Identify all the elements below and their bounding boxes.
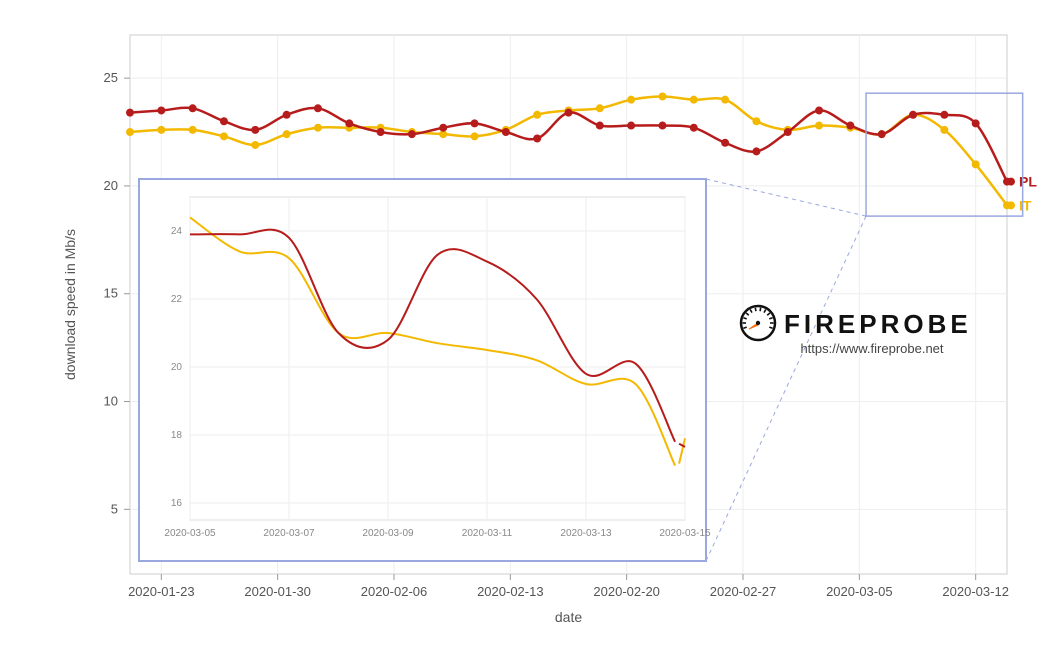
series-point-it <box>690 96 698 104</box>
y-axis-label: download speed in Mb/s <box>62 229 78 380</box>
series-point-pl <box>377 128 385 136</box>
inset-border <box>139 179 706 561</box>
inset-ytick-label: 22 <box>171 294 183 305</box>
inset-ytick-label: 24 <box>171 226 183 237</box>
inset-xtick-label: 2020-03-07 <box>263 528 315 539</box>
series-point-pl <box>126 109 134 117</box>
series-point-it <box>471 132 479 140</box>
series-point-it <box>658 92 666 100</box>
series-point-pl <box>690 124 698 132</box>
xtick-label: 2020-01-23 <box>128 584 195 599</box>
series-point-pl <box>157 106 165 114</box>
series-point-pl <box>220 117 228 125</box>
series-point-it <box>627 96 635 104</box>
ytick-label: 5 <box>111 501 118 516</box>
xtick-label: 2020-02-13 <box>477 584 544 599</box>
ytick-label: 20 <box>104 178 118 193</box>
series-point-pl <box>345 119 353 127</box>
series-point-pl <box>439 124 447 132</box>
inset-xtick-label: 2020-03-13 <box>560 528 612 539</box>
series-point-pl <box>752 147 760 155</box>
series-point-it <box>283 130 291 138</box>
series-point-pl <box>189 104 197 112</box>
legend-marker-pl <box>1007 178 1015 186</box>
series-point-it <box>189 126 197 134</box>
series-point-pl <box>909 111 917 119</box>
series-point-it <box>721 96 729 104</box>
series-point-pl <box>565 109 573 117</box>
series-point-it <box>126 128 134 136</box>
series-point-it <box>940 126 948 134</box>
inset-xtick-label: 2020-03-11 <box>462 528 513 539</box>
xtick-label: 2020-02-20 <box>593 584 660 599</box>
x-axis-label: date <box>555 609 582 625</box>
inset-xtick-label: 2020-03-09 <box>362 528 414 539</box>
inset-xtick-label: 2020-03-05 <box>164 528 216 539</box>
series-point-pl <box>283 111 291 119</box>
inset-ytick-label: 20 <box>171 362 183 373</box>
ytick-label: 10 <box>104 394 118 409</box>
inset-ytick-label: 18 <box>171 430 183 441</box>
main-chart-svg: 5 10 15 20 25 2020-01-23 2020-01-30 2020-02-06 2… <box>0 0 1057 649</box>
series-point-it <box>220 132 228 140</box>
series-point-pl <box>408 130 416 138</box>
series-point-it <box>251 141 259 149</box>
series-point-pl <box>846 122 854 130</box>
series-point-pl <box>471 119 479 127</box>
series-point-pl <box>815 106 823 114</box>
series-point-pl <box>533 134 541 142</box>
inset-ytick-label: 16 <box>171 498 183 509</box>
series-point-pl <box>502 128 510 136</box>
series-point-pl <box>784 128 792 136</box>
ytick-label: 25 <box>104 70 118 85</box>
series-point-pl <box>314 104 322 112</box>
legend-marker-it <box>1007 201 1015 209</box>
legend-label-it: IT <box>1019 197 1032 213</box>
series-point-it <box>815 122 823 130</box>
series-point-it <box>972 160 980 168</box>
series-point-it <box>752 117 760 125</box>
series-point-it <box>596 104 604 112</box>
legend-label-pl: PL <box>1019 174 1037 190</box>
series-point-it <box>314 124 322 132</box>
series-point-it <box>157 126 165 134</box>
series-point-pl <box>627 122 635 130</box>
xtick-label: 2020-02-27 <box>710 584 777 599</box>
chart-container: 5 10 15 20 25 2020-01-23 2020-01-30 2020-02-06 2… <box>0 0 1057 649</box>
series-point-pl <box>658 122 666 130</box>
series-point-pl <box>251 126 259 134</box>
series-point-pl <box>878 130 886 138</box>
xtick-label: 2020-02-06 <box>361 584 428 599</box>
xtick-label: 2020-03-12 <box>942 584 1009 599</box>
series-point-it <box>533 111 541 119</box>
series-point-pl <box>940 111 948 119</box>
series-point-pl <box>596 122 604 130</box>
ytick-label: 15 <box>104 286 118 301</box>
xtick-label: 2020-03-05 <box>826 584 893 599</box>
xtick-label: 2020-01-30 <box>244 584 311 599</box>
inset-xtick-label: 2020-03-15 <box>659 528 711 539</box>
series-point-pl <box>972 119 980 127</box>
brand-url: https://www.fireprobe.net <box>800 341 943 356</box>
brand-name: FIREPROBE <box>784 309 972 339</box>
series-point-pl <box>721 139 729 147</box>
